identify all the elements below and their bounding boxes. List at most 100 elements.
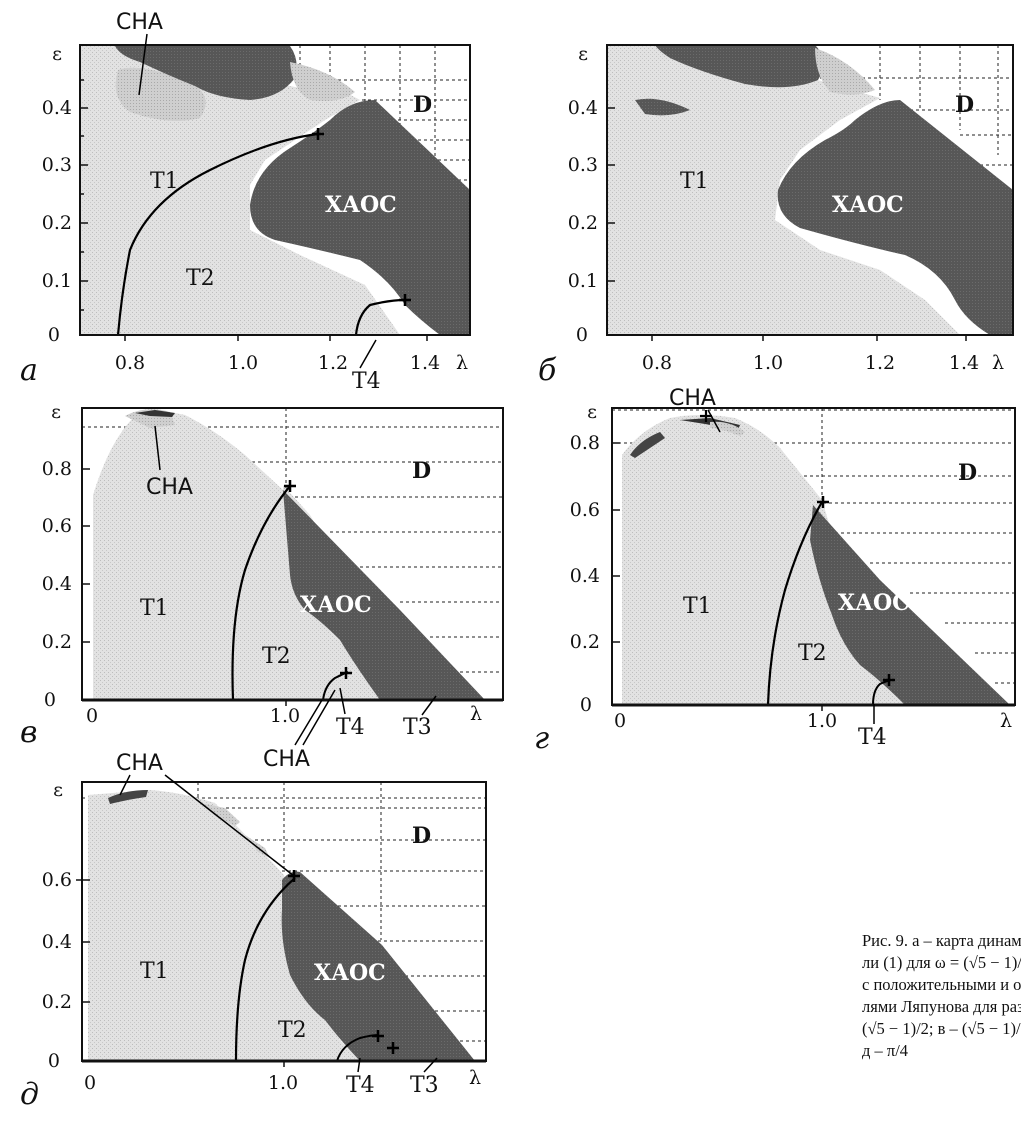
- panel-b: 0 0.1 0.2 0.3 0.4 ε 0.8 1.0 1.2 1.4 λ б …: [538, 43, 1014, 388]
- x-tick-b-1: 1.0: [753, 352, 783, 374]
- x-tick-g-1: 1.0: [807, 710, 837, 732]
- region-label-d-g: D: [958, 460, 977, 486]
- boundary-curve-g: [766, 501, 823, 706]
- panel-label-g: г: [534, 721, 549, 756]
- y-tick-v-1: 0.2: [42, 631, 72, 653]
- x-axis-symbol-a: λ: [456, 352, 468, 374]
- region-label-cha-g: CHA: [669, 386, 716, 411]
- x-tick-a-2: 1.2: [318, 352, 348, 374]
- y-tick-g-1: 0.2: [570, 631, 600, 653]
- x-tick-v-0: 0: [86, 705, 98, 727]
- y-axis-symbol-a: ε: [52, 43, 62, 65]
- x-axis-symbol-b: λ: [992, 352, 1004, 374]
- x-tick-a-0: 0.8: [115, 352, 145, 374]
- region-label-d-d: D: [412, 823, 431, 849]
- region-label-t1-g: T1: [683, 594, 712, 619]
- y-tick-v-3: 0.6: [42, 515, 72, 537]
- boundary-curve-v: [231, 485, 291, 701]
- region-label-t2-v: T2: [262, 644, 291, 669]
- region-label-t1-v: T1: [140, 596, 169, 621]
- x-axis-symbol-g: λ: [1000, 710, 1012, 732]
- region-label-t3-v: T3: [403, 715, 432, 740]
- region-label-t1-a: T1: [150, 169, 179, 194]
- x-axis-symbol-d: λ: [469, 1067, 481, 1089]
- region-label-t4-g: T4: [858, 725, 887, 750]
- region-label-chaos-a: ХАОС: [325, 192, 397, 218]
- region-label-cha-bottom-v: CHA: [263, 747, 310, 772]
- region-label-cha-top-v: CHA: [146, 475, 193, 500]
- region-label-t2-d: T2: [278, 1018, 307, 1043]
- y-tick-a-1: 0.1: [42, 270, 72, 292]
- region-label-chaos-v: ХАОС: [300, 592, 372, 618]
- region-label-chaos-g: ХАОС: [838, 590, 910, 616]
- x-tick-g-0: 0: [614, 710, 626, 732]
- caption-line: ли (1) для ω = (√5 − 1)/2; области режим…: [862, 953, 1021, 972]
- panel-label-a: а: [20, 353, 38, 388]
- region-label-cha-a: CHA: [116, 10, 163, 35]
- panel-v: 0 0.2 0.4 0.6 0.8 ε 0 1.0 λ в CHA D T1 Х…: [20, 401, 504, 772]
- region-label-chaos-b: ХАОС: [832, 192, 904, 218]
- y-tick-d-0: 0: [48, 1050, 60, 1072]
- region-label-t2-a: T2: [186, 266, 215, 291]
- panel-g: 0 0.2 0.4 0.6 0.8 ε 0 1.0 λ г CHA D T1 Х…: [534, 386, 1016, 756]
- y-axis-symbol-b: ε: [578, 43, 588, 65]
- y-tick-d-2: 0.4: [42, 931, 72, 953]
- region-label-t3-d: T3: [410, 1073, 439, 1098]
- y-tick-a-4: 0.4: [42, 97, 72, 119]
- boundary-curve-a: [116, 132, 319, 336]
- y-tick-b-1: 0.1: [568, 270, 598, 292]
- caption-line: с положительными и отрицательными показа…: [862, 975, 1021, 994]
- y-tick-v-2: 0.4: [42, 573, 72, 595]
- panel-a: 0 0.1 0.2 0.3 0.4 ε 0.8 1.0 1.2 1.4 λ а …: [20, 10, 471, 394]
- region-label-d-a: D: [413, 92, 432, 118]
- panel-d: 0 0.2 0.4 0.6 ε 0 1.0 λ д CHA D T1 ХАОС …: [20, 751, 487, 1112]
- panel-label-b: б: [538, 353, 557, 388]
- x-tick-a-3: 1.4: [410, 352, 440, 374]
- y-tick-g-2: 0.4: [570, 565, 600, 587]
- caption-line: (√5 − 1)/2; в – (√5 − 1)/2·7/5; г – (√7 …: [862, 1019, 1021, 1038]
- y-tick-a-0: 0: [48, 324, 60, 346]
- caption-line: лями Ляпунова для различных значений ω: …: [862, 997, 1021, 1016]
- y-tick-a-3: 0.3: [42, 154, 72, 176]
- y-tick-b-4: 0.4: [568, 97, 598, 119]
- x-tick-b-3: 1.4: [949, 352, 979, 374]
- region-label-chaos-d: ХАОС: [314, 960, 386, 986]
- y-tick-b-3: 0.3: [568, 154, 598, 176]
- region-label-t1-d: T1: [140, 959, 169, 984]
- region-label-t4-a: T4: [352, 369, 381, 394]
- x-axis-symbol-v: λ: [470, 703, 482, 725]
- panel-label-v: в: [20, 715, 37, 750]
- boundary-curve-d: [234, 877, 296, 1062]
- figure-caption: Рис. 9. а – карта динамических режимов м…: [862, 930, 1021, 1062]
- region-label-t2-g: T2: [798, 641, 827, 666]
- y-axis-symbol-d: ε: [53, 779, 63, 801]
- region-label-t1-b: T1: [680, 169, 709, 194]
- panel-label-d: д: [20, 1077, 39, 1112]
- y-axis-symbol-g: ε: [587, 401, 597, 423]
- y-tick-b-0: 0: [576, 324, 588, 346]
- region-label-d-v: D: [412, 458, 431, 484]
- y-tick-d-1: 0.2: [42, 991, 72, 1013]
- caption-line: Рис. 9. а – карта динамических режимов м…: [862, 931, 1021, 950]
- y-tick-g-0: 0: [580, 694, 592, 716]
- y-tick-b-2: 0.2: [568, 212, 598, 234]
- x-tick-a-1: 1.0: [228, 352, 258, 374]
- region-label-t4-d: T4: [346, 1073, 375, 1098]
- caption-line: д – π/4: [862, 1041, 909, 1060]
- x-tick-v-1: 1.0: [270, 705, 300, 727]
- y-axis-symbol-v: ε: [51, 401, 61, 423]
- y-tick-g-4: 0.8: [570, 432, 600, 454]
- y-tick-v-4: 0.8: [42, 458, 72, 480]
- y-tick-a-2: 0.2: [42, 212, 72, 234]
- x-tick-d-0: 0: [84, 1072, 96, 1094]
- y-tick-v-0: 0: [44, 689, 56, 711]
- region-label-cha-d: CHA: [116, 751, 163, 776]
- region-label-t4-v: T4: [336, 715, 365, 740]
- y-tick-d-3: 0.6: [42, 869, 72, 891]
- x-tick-d-1: 1.0: [268, 1072, 298, 1094]
- region-label-d-b: D: [955, 92, 974, 118]
- x-tick-b-2: 1.2: [865, 352, 895, 374]
- y-tick-g-3: 0.6: [570, 499, 600, 521]
- x-tick-b-0: 0.8: [642, 352, 672, 374]
